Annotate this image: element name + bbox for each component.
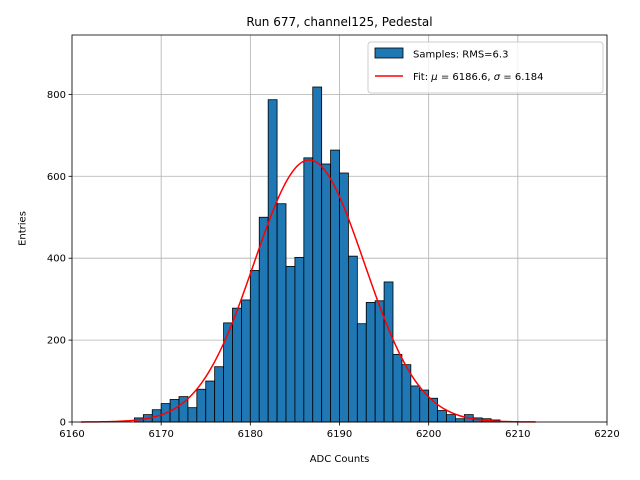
x-axis-label: ADC Counts [310, 454, 370, 465]
chart-title: Run 677, channel125, Pedestal [246, 15, 432, 29]
x-tick-label: 6200 [416, 429, 441, 440]
legend-fit-sigma-symbol: σ [494, 72, 501, 83]
legend-fit-prefix: Fit: [413, 72, 431, 83]
histogram-bar [267, 99, 278, 423]
legend-fit-sigma-eq: = [500, 72, 515, 83]
legend-fit-mu-value: 6186.6 [452, 72, 487, 83]
histogram-bar [187, 407, 198, 423]
y-tick-label: 200 [47, 336, 66, 347]
histogram-bar [410, 385, 421, 423]
x-axis-ticks: 6160 6170 6180 6190 6200 6210 6220 [59, 422, 620, 440]
histogram-bar [383, 281, 394, 423]
histogram-bar [446, 414, 456, 423]
legend-bar-swatch [374, 47, 404, 59]
x-tick-label: 6220 [594, 429, 619, 440]
histogram-bar [339, 172, 349, 423]
legend: Samples: RMS=6.3 Fit: μ = 6186.6, σ = 6.… [367, 41, 604, 94]
x-tick-label: 6190 [327, 429, 352, 440]
histogram-bar [303, 157, 314, 423]
histogram-bar [241, 299, 251, 423]
histogram-bar [330, 149, 340, 423]
histogram-bar [249, 270, 260, 423]
histogram-bar [365, 302, 376, 423]
histogram-bar [312, 86, 323, 423]
legend-fit-sigma-value: 6.184 [515, 72, 544, 83]
histogram-bar [214, 366, 224, 423]
histogram-bar [321, 163, 331, 423]
histogram-bar [223, 322, 233, 423]
fit-curve [80, 159, 536, 423]
y-tick-label: 800 [47, 90, 66, 101]
y-tick-label: 400 [47, 254, 66, 265]
histogram-bar [196, 388, 207, 423]
y-tick-label: 600 [47, 172, 66, 183]
y-axis-ticks: 0 200 400 600 800 [47, 90, 72, 429]
histogram-bars [134, 86, 501, 423]
histogram-bar [294, 256, 305, 423]
histogram-bar [348, 255, 358, 423]
histogram-bar [232, 307, 242, 423]
x-tick-label: 6170 [148, 429, 173, 440]
legend-label-fit: Fit: μ = 6186.6, σ = 6.184 [413, 72, 544, 83]
histogram-bar [276, 203, 287, 423]
y-axis-label: Entries [18, 211, 29, 246]
legend-label-samples: Samples: RMS=6.3 [413, 50, 508, 61]
legend-fit-sep: , [487, 72, 493, 83]
histogram-bar [356, 323, 367, 423]
histogram-bar [285, 265, 296, 423]
x-tick-label: 6180 [238, 429, 263, 440]
histogram-bar [455, 418, 465, 423]
legend-fit-mu-symbol: μ [430, 72, 437, 83]
histogram-bar [205, 380, 216, 423]
histogram-bar [437, 410, 447, 423]
histogram-bar [392, 354, 403, 423]
y-tick-label: 0 [60, 418, 66, 429]
histogram-bar [374, 300, 385, 423]
histogram-bar [258, 216, 269, 423]
legend-fit-mu-eq: = [438, 72, 453, 83]
x-tick-label: 6160 [59, 429, 84, 440]
x-tick-label: 6210 [505, 429, 530, 440]
legend-box [367, 41, 604, 94]
